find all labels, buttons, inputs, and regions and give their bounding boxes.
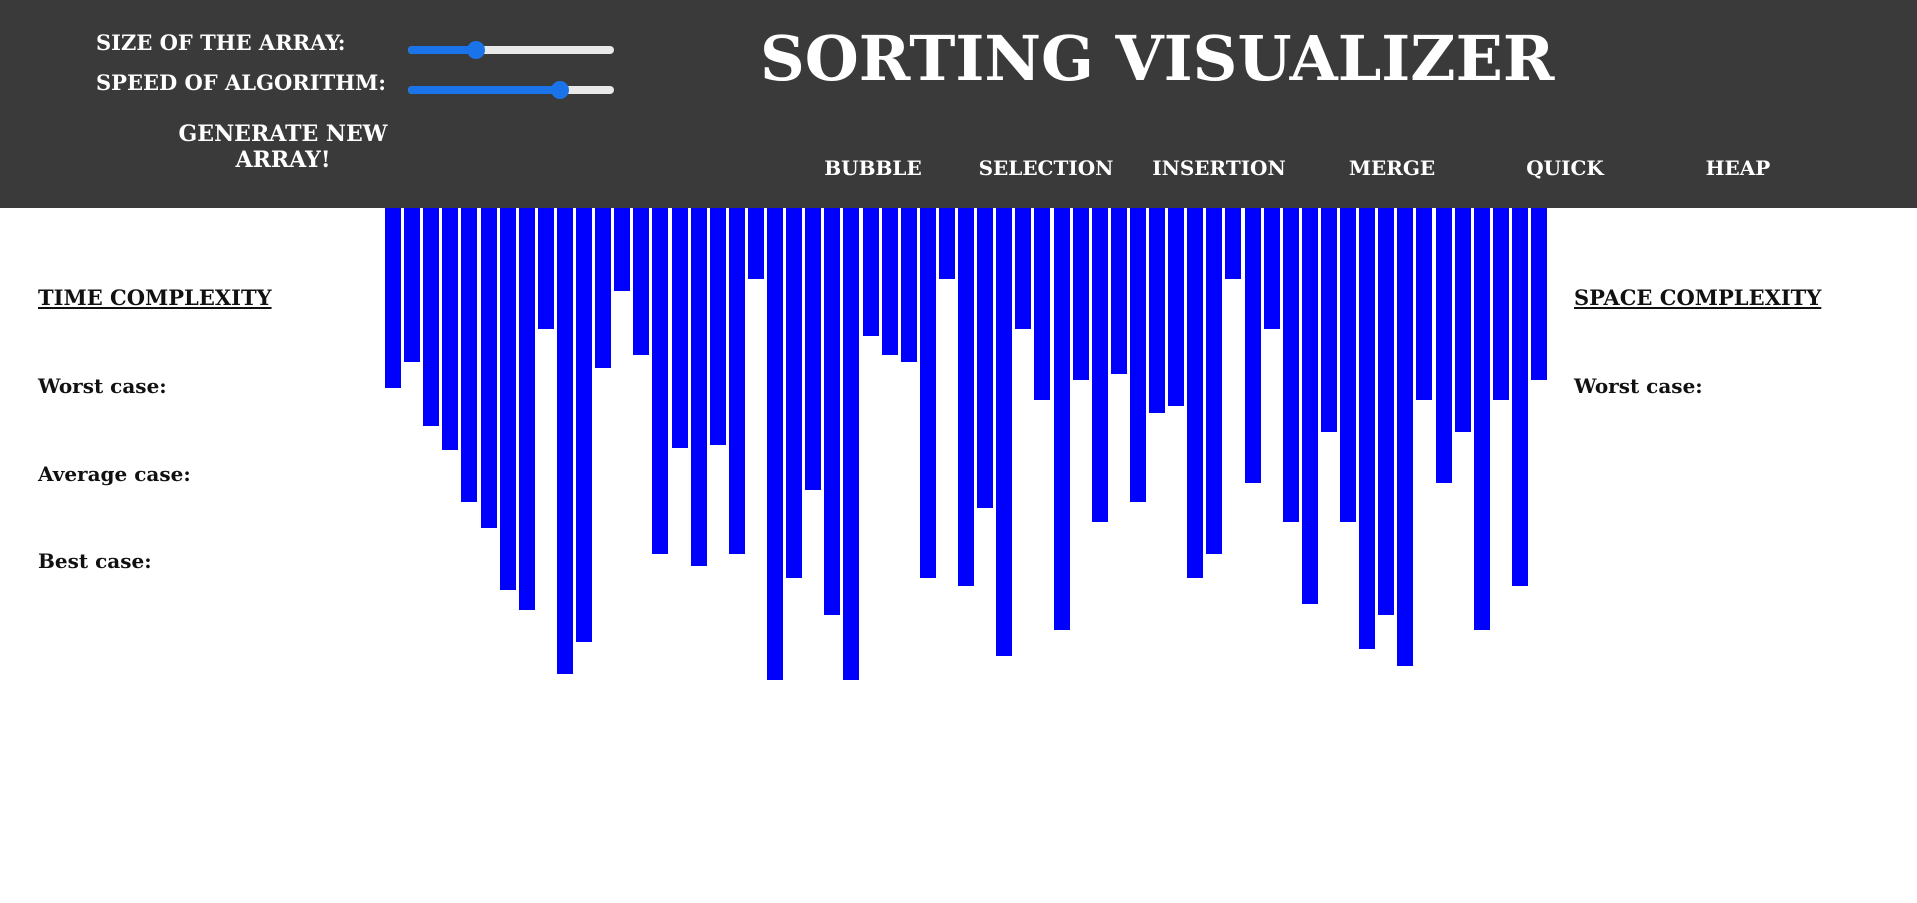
array-bar [996, 208, 1012, 656]
array-bar [1073, 208, 1089, 380]
page-title: SORTING VISUALIZER [760, 22, 1540, 95]
space-worst-case-label: Worst case: [1574, 374, 1703, 398]
array-bar [1149, 208, 1165, 413]
array-bar [767, 208, 783, 680]
array-bar [1512, 208, 1528, 586]
array-size-slider-thumb[interactable] [467, 41, 485, 59]
heap-sort-button[interactable]: HEAP [1663, 156, 1813, 180]
array-bar [901, 208, 917, 362]
array-bar [1034, 208, 1050, 400]
array-bar [1455, 208, 1471, 432]
array-bar [958, 208, 974, 586]
array-bar [843, 208, 859, 680]
array-bar [1092, 208, 1108, 522]
quick-sort-button[interactable]: QUICK [1490, 156, 1640, 180]
array-bar [1130, 208, 1146, 502]
time-worst-case-label: Worst case: [38, 374, 167, 398]
generate-new-array-button[interactable]: GENERATE NEW ARRAY! [168, 121, 398, 173]
algorithm-speed-slider[interactable] [408, 80, 614, 100]
array-bar [1283, 208, 1299, 522]
array-bar [576, 208, 592, 642]
array-bar [1378, 208, 1394, 615]
space-complexity-heading: SPACE COMPLEXITY [1574, 285, 1821, 310]
array-size-label: SIZE OF THE ARRAY: [96, 30, 346, 55]
array-bar [1206, 208, 1222, 554]
array-bar [652, 208, 668, 554]
array-bar [633, 208, 649, 355]
array-bar [1264, 208, 1280, 329]
array-bar [1474, 208, 1490, 630]
array-bar [481, 208, 497, 528]
array-bar [824, 208, 840, 615]
array-bar [805, 208, 821, 490]
array-bar [538, 208, 554, 329]
array-bar [1531, 208, 1547, 380]
array-bar [519, 208, 535, 610]
algorithm-speed-slider-fill [408, 86, 560, 94]
time-complexity-heading: TIME COMPLEXITY [38, 285, 272, 310]
algorithm-speed-slider-track[interactable] [408, 86, 614, 94]
header-bar: SIZE OF THE ARRAY: SPEED OF ALGORITHM: G… [0, 0, 1917, 208]
array-bar [1302, 208, 1318, 604]
array-bar [442, 208, 458, 450]
array-bar [1416, 208, 1432, 400]
array-bar [1187, 208, 1203, 578]
array-bar [691, 208, 707, 566]
array-bar [404, 208, 420, 362]
array-bar [786, 208, 802, 578]
array-bar [748, 208, 764, 279]
array-size-slider-track[interactable] [408, 46, 614, 54]
array-bar [1359, 208, 1375, 649]
array-size-slider[interactable] [408, 40, 614, 60]
array-bar [557, 208, 573, 674]
array-bar [710, 208, 726, 445]
algorithm-speed-slider-thumb[interactable] [551, 81, 569, 99]
array-bar [1054, 208, 1070, 630]
array-bar [614, 208, 630, 291]
array-bar [461, 208, 477, 502]
array-bar [1168, 208, 1184, 406]
insertion-sort-button[interactable]: INSERTION [1144, 156, 1294, 180]
array-bar [1225, 208, 1241, 279]
array-size-slider-fill [408, 46, 476, 54]
array-bar [1397, 208, 1413, 666]
array-bar [1493, 208, 1509, 400]
array-bar [863, 208, 879, 336]
array-bar [385, 208, 401, 388]
merge-sort-button[interactable]: MERGE [1317, 156, 1467, 180]
array-bar [939, 208, 955, 279]
array-bar [1321, 208, 1337, 432]
array-bar [882, 208, 898, 355]
bubble-sort-button[interactable]: BUBBLE [798, 156, 948, 180]
array-bar [977, 208, 993, 508]
time-average-case-label: Average case: [38, 462, 191, 486]
algorithm-speed-label: SPEED OF ALGORITHM: [96, 70, 386, 95]
array-bar [423, 208, 439, 426]
array-bar [1340, 208, 1356, 522]
array-bar [1111, 208, 1127, 374]
array-bar [672, 208, 688, 448]
array-bar [595, 208, 611, 368]
array-bar [500, 208, 516, 590]
array-bar [729, 208, 745, 554]
time-best-case-label: Best case: [38, 549, 152, 573]
selection-sort-button[interactable]: SELECTION [971, 156, 1121, 180]
array-bar [1015, 208, 1031, 329]
array-bar [1436, 208, 1452, 483]
array-bar [920, 208, 936, 578]
array-bar [1245, 208, 1261, 483]
